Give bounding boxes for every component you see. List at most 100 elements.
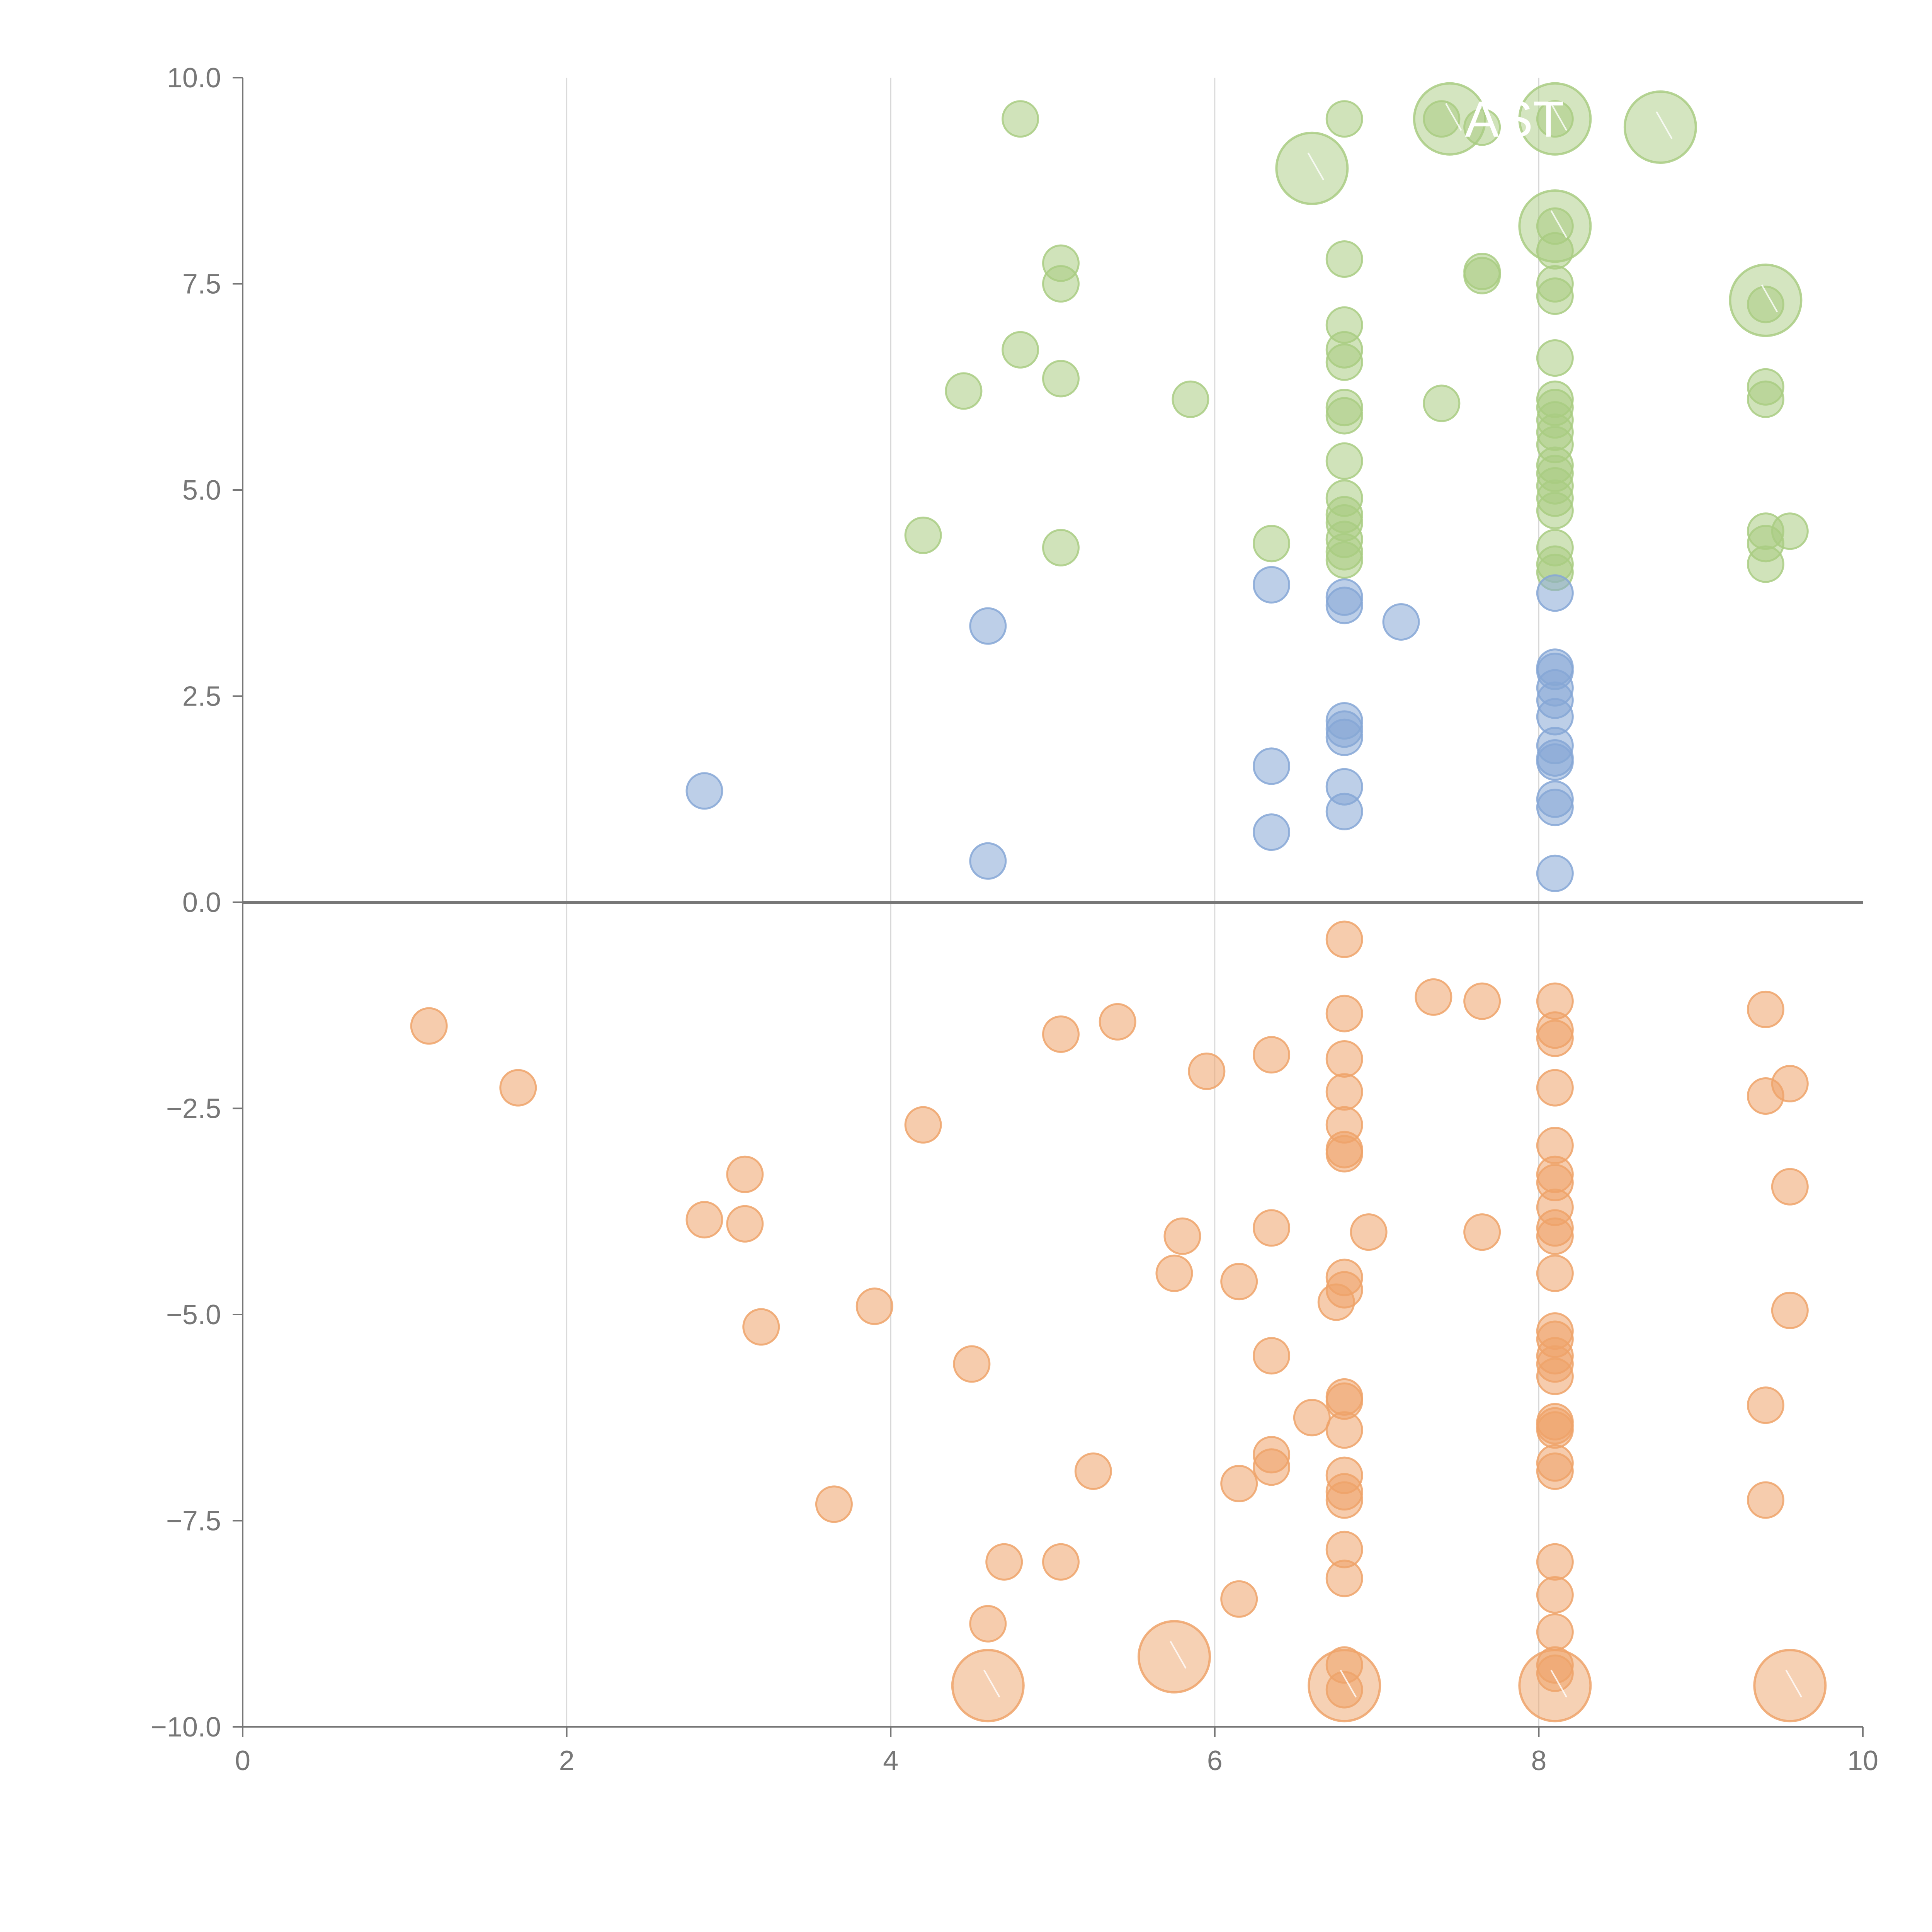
data-point	[726, 1205, 764, 1243]
data-point	[1220, 1263, 1258, 1301]
data-point	[1415, 978, 1452, 1016]
data-point	[1325, 1040, 1363, 1078]
data-point	[1325, 793, 1363, 830]
y-tick-label: 2.5	[182, 681, 221, 712]
data-point	[1325, 1411, 1363, 1449]
x-tick-label: 10	[1847, 1745, 1878, 1776]
highlighted-points	[951, 82, 1827, 1723]
data-point	[1253, 747, 1291, 785]
data-point	[1771, 1168, 1809, 1206]
highlight-point	[1518, 82, 1592, 156]
y-tick-label: 5.0	[182, 475, 221, 506]
data-point	[1536, 492, 1574, 529]
data-point	[1325, 442, 1363, 480]
data-point	[1463, 982, 1501, 1020]
data-point	[1747, 380, 1784, 418]
data-point	[1536, 277, 1574, 315]
callout-label-n: N	[905, 1657, 941, 1714]
data-point	[1747, 545, 1784, 583]
data-point	[855, 1287, 893, 1325]
x-tick-label: 8	[1531, 1745, 1546, 1776]
data-point	[969, 842, 1007, 880]
y-tick-label: 0.0	[182, 887, 221, 918]
data-point	[945, 372, 983, 410]
x-tick-label: 0	[235, 1745, 250, 1776]
highlight-point	[951, 1649, 1025, 1723]
data-point	[1317, 1283, 1355, 1321]
leader-line	[1170, 1641, 1187, 1669]
leader-line	[1550, 210, 1568, 238]
leader-line	[1445, 103, 1462, 131]
data-point	[1382, 603, 1420, 641]
highlight-point	[1518, 189, 1592, 263]
highlight-point	[1729, 264, 1803, 337]
data-point	[1042, 529, 1080, 566]
data-point	[1220, 1464, 1258, 1502]
leader-line	[1785, 1670, 1803, 1698]
data-point	[1463, 257, 1501, 294]
leader-line	[1340, 1670, 1357, 1698]
highlight-point	[1137, 1620, 1211, 1694]
data-point	[1325, 1481, 1363, 1519]
data-point	[1002, 331, 1039, 369]
y-tick-label: −5.0	[166, 1299, 221, 1330]
leader-line	[1656, 111, 1673, 139]
data-point	[1771, 1065, 1809, 1102]
data-point	[1253, 1337, 1291, 1375]
data-point	[1325, 240, 1363, 278]
data-point	[1536, 1357, 1574, 1395]
data-point	[953, 1345, 991, 1383]
data-point	[1423, 384, 1461, 422]
data-point	[1155, 1254, 1193, 1292]
data-point	[1325, 541, 1363, 579]
data-point	[499, 1069, 537, 1107]
y-tick-label: 7.5	[182, 269, 221, 300]
data-point	[1325, 397, 1363, 435]
highlight-point	[1413, 82, 1486, 156]
data-point	[1253, 525, 1291, 563]
y-tick-label: 10.0	[167, 63, 221, 94]
data-point	[1536, 789, 1574, 827]
data-point	[1172, 380, 1209, 418]
leader-line	[1550, 103, 1568, 131]
data-point	[1002, 100, 1039, 138]
x-tick-label: 2	[559, 1745, 575, 1776]
data-point	[1220, 1580, 1258, 1618]
data-point	[1536, 854, 1574, 892]
data-point	[1253, 1448, 1291, 1486]
axes: 0 2 4 6 8 10 10.0 7.5 5.0 2.5 0.0 −2.5 −5.0 −7.5 −10.0	[151, 63, 1878, 1776]
data-point	[1325, 587, 1363, 624]
data-points	[410, 100, 1809, 1709]
data-point	[1042, 360, 1080, 398]
y-tick-label: −10.0	[151, 1712, 221, 1743]
data-point	[1163, 1217, 1201, 1255]
leader-line	[1550, 1670, 1568, 1698]
data-point	[1536, 574, 1574, 612]
data-point	[1350, 1213, 1388, 1251]
data-point	[1463, 1213, 1501, 1251]
data-point	[1074, 1452, 1112, 1490]
data-point	[1325, 100, 1363, 138]
data-point	[1253, 813, 1291, 851]
data-point	[1771, 512, 1809, 550]
highlight-point	[1275, 131, 1349, 205]
data-point	[1293, 1399, 1331, 1437]
data-point	[969, 1605, 1007, 1643]
x-tick-label: 4	[883, 1745, 898, 1776]
data-point	[1253, 1036, 1291, 1074]
highlight-point	[1623, 90, 1697, 164]
data-point	[1536, 1019, 1574, 1057]
leader-line	[1307, 152, 1325, 180]
y-tick-label: −7.5	[166, 1506, 221, 1537]
data-point	[1099, 1003, 1136, 1041]
data-point	[1536, 339, 1574, 377]
data-point	[685, 1201, 723, 1239]
data-point	[1042, 265, 1080, 303]
data-point	[1042, 1015, 1080, 1053]
data-point	[1325, 1135, 1363, 1173]
data-point	[1536, 1217, 1574, 1255]
highlight-point	[1518, 1649, 1592, 1723]
data-point	[1325, 1560, 1363, 1597]
highlight-point	[1753, 1649, 1827, 1723]
